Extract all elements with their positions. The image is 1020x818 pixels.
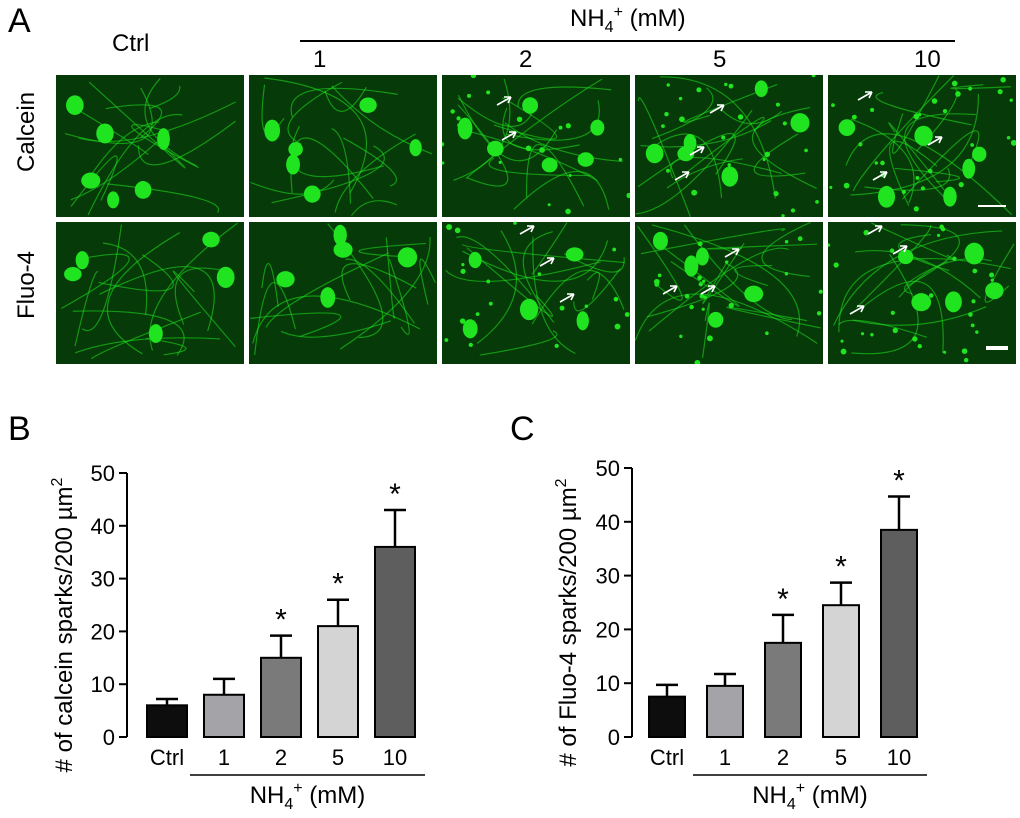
x-tick-label: 5 [835, 745, 847, 770]
x-tick-label: 1 [719, 745, 731, 770]
micrograph-fluo-4-2 [442, 222, 630, 364]
significance-star: * [893, 465, 905, 498]
bar-5 [317, 625, 359, 738]
bar-5 [822, 604, 860, 738]
conc-label-10: 10 [914, 46, 941, 73]
x-tick-label: 2 [777, 745, 789, 770]
nh4-unit: (mM) [622, 5, 686, 32]
x-axis-label: NH4+ (mM) [752, 780, 868, 813]
ctrl-column-label: Ctrl [112, 30, 150, 57]
bar-1 [203, 693, 245, 739]
y-tick-label: 10 [91, 672, 115, 697]
x-tick-label: Ctrl [150, 745, 184, 770]
x-tick-label: 1 [218, 745, 230, 770]
x-tick-label: Ctrl [650, 745, 684, 770]
micrograph-calcein-1 [249, 75, 437, 217]
significance-star: * [275, 604, 287, 637]
bar-2 [764, 641, 802, 739]
panel-b-letter: B [8, 410, 31, 448]
micrograph-fluo-4-10 [828, 222, 1016, 364]
significance-star: * [389, 478, 401, 511]
micrograph-calcein-2 [442, 75, 630, 217]
micrograph-calcein-5 [635, 75, 823, 217]
significance-star: * [332, 568, 344, 601]
x-axis-label: NH4+ (mM) [250, 780, 366, 813]
row-label-fluo4: Fluo-4 [13, 250, 40, 319]
significance-star: * [777, 583, 789, 616]
significance-star: * [835, 551, 847, 584]
y-tick-label: 0 [608, 725, 620, 750]
chart-panel-b: 0 10 20 30 40 50 Ctrl 1 * 2 * 5 * 10 NH4+ (mM) # of cal… [49, 461, 425, 813]
y-tick-label: 10 [596, 671, 620, 696]
nh4-group-line [300, 40, 955, 42]
nh4-superscript: + [613, 4, 623, 21]
bar-ctrl [648, 695, 686, 738]
y-tick-label: 30 [91, 567, 115, 592]
panel-a-letter: A [8, 2, 31, 40]
y-axis-label: # of Fluo-4 sparks/200 µm2 [553, 478, 582, 766]
bar-2 [260, 656, 302, 738]
micrograph-fluo-4-ctrl [56, 222, 244, 364]
row-label-fluo4-wrap: Fluo-4 [0, 251, 54, 319]
bar-ctrl [146, 704, 188, 739]
chart-panel-c: 0 10 20 30 40 50 Ctrl 1 * 2 * 5 * 10 NH4+ (mM) # of Flu… [553, 456, 927, 813]
y-tick-label: 50 [91, 461, 115, 486]
y-tick-label: 0 [103, 725, 115, 750]
conc-label-1: 1 [313, 46, 327, 73]
y-tick-label: 20 [596, 617, 620, 642]
micrograph-calcein-ctrl [56, 75, 244, 217]
nh4-text: NH [570, 5, 605, 32]
conc-label-5: 5 [713, 46, 727, 73]
y-tick-label: 40 [596, 510, 620, 535]
y-tick-label: 30 [596, 564, 620, 589]
x-tick-label: 2 [275, 745, 287, 770]
y-tick-label: 20 [91, 619, 115, 644]
row-label-calcein-wrap: Calcein [0, 92, 54, 172]
conc-label-2: 2 [519, 46, 533, 73]
micrograph-calcein-10 [828, 75, 1016, 217]
x-tick-label: 10 [887, 745, 911, 770]
panel-c-letter: C [510, 410, 535, 448]
nh4-group-label: NH4+ (mM) [570, 4, 686, 37]
nh4-subscript: 4 [604, 18, 614, 36]
y-tick-label: 40 [91, 514, 115, 539]
y-axis-label: # of calcein sparks/200 µm2 [49, 477, 78, 772]
row-label-calcein: Calcein [13, 91, 40, 172]
micrograph-fluo-4-1 [249, 222, 437, 364]
x-tick-label: 10 [383, 745, 407, 770]
bar-10 [374, 545, 416, 738]
micrograph-fluo-4-5 [635, 222, 823, 364]
x-tick-label: 5 [332, 745, 344, 770]
y-tick-label: 50 [596, 456, 620, 481]
bar-1 [706, 684, 744, 739]
bar-10 [880, 528, 918, 738]
